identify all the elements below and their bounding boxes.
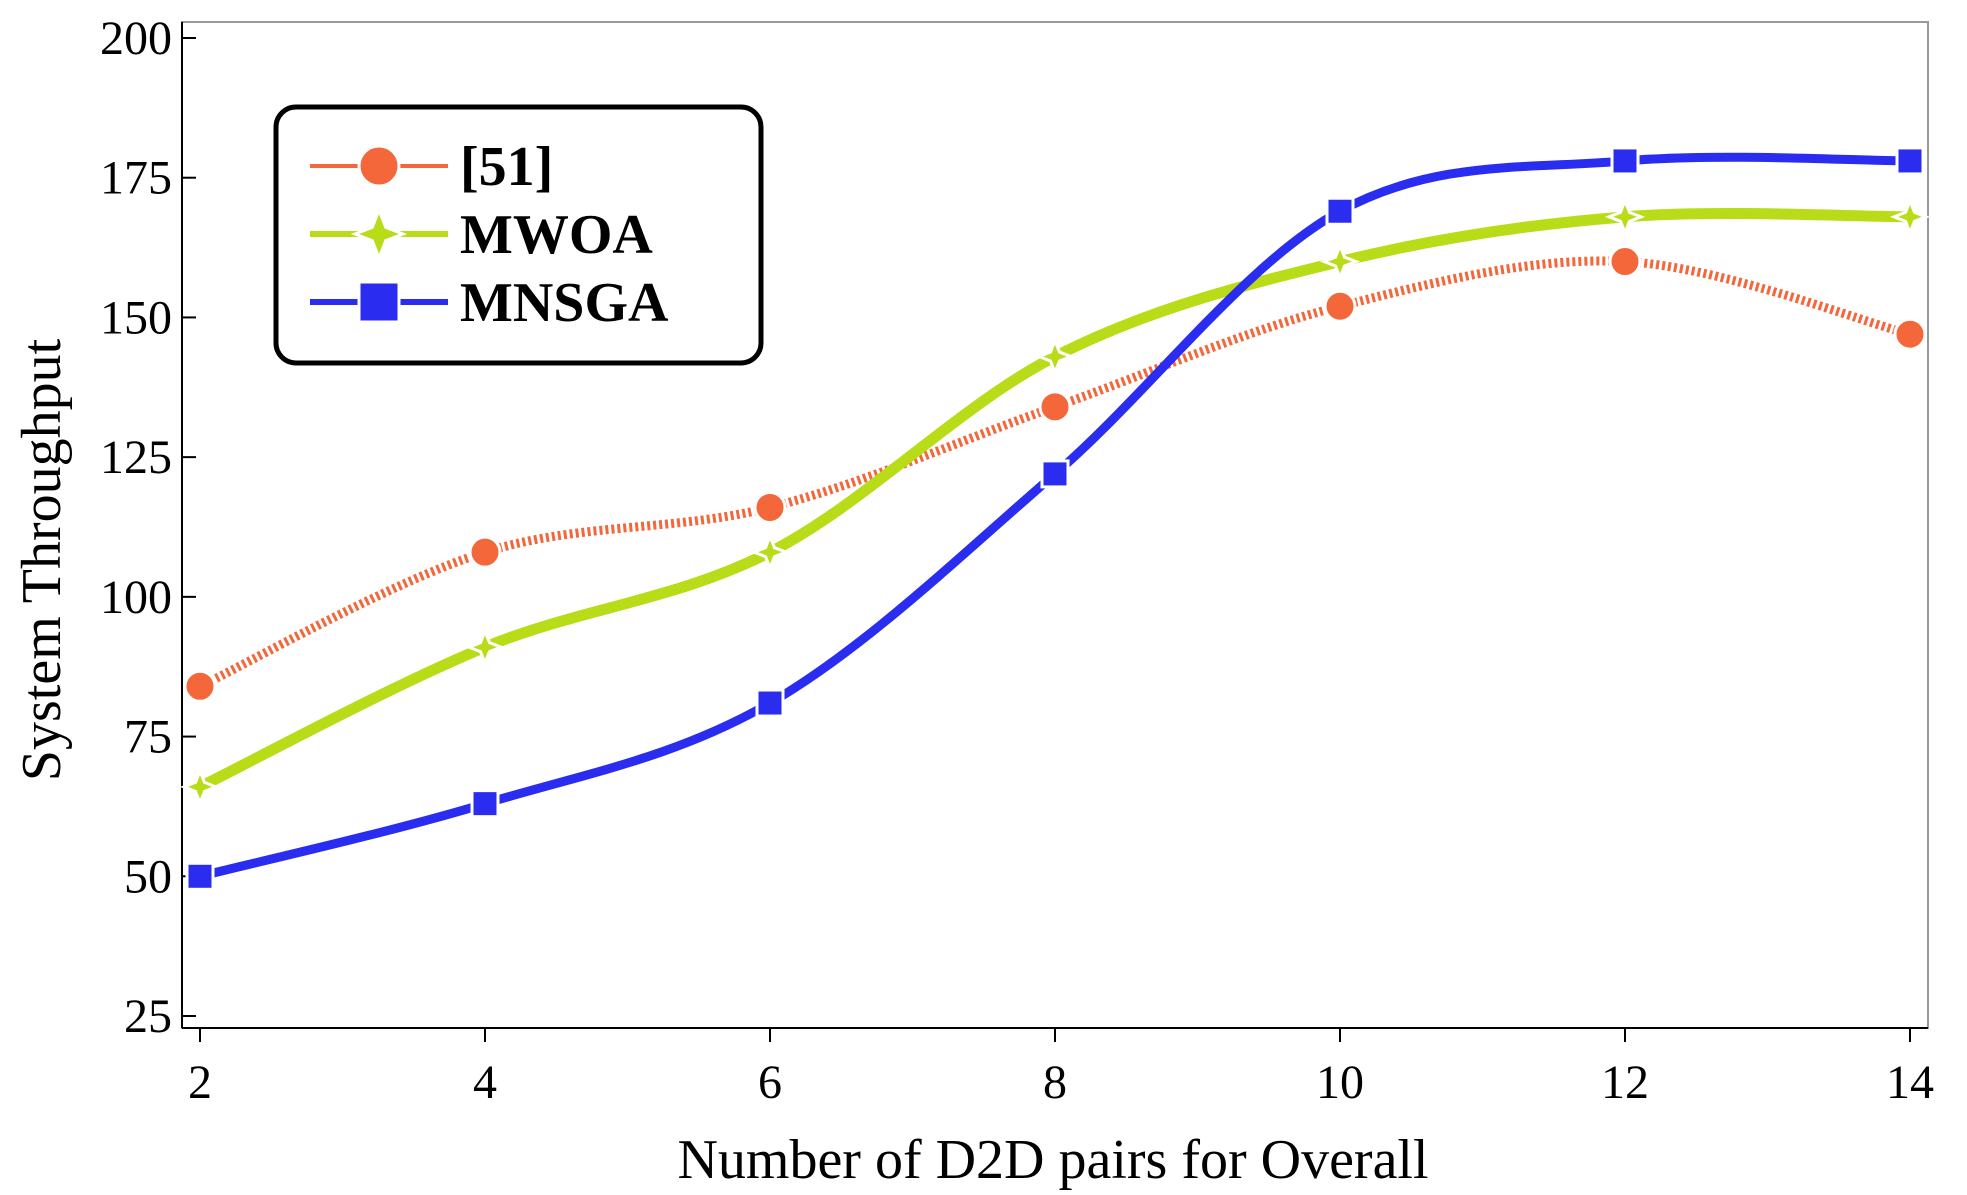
series-layer <box>179 146 1931 891</box>
y-tick-label: 150 <box>100 291 172 344</box>
legend-label-mwoa: MWOA <box>460 204 653 266</box>
data-point-mnsga <box>1325 196 1355 226</box>
x-tick-label: 6 <box>758 1056 782 1109</box>
x-tick-label: 2 <box>188 1056 212 1109</box>
data-point-ref51 <box>1323 289 1357 323</box>
data-point-mnsga <box>1610 146 1640 176</box>
axes: 25 50 75 100 125 150 175 200 2 4 6 8 10 12 14 <box>100 12 1934 1109</box>
data-point-ref51 <box>1608 245 1642 279</box>
data-point-ref51 <box>183 669 217 703</box>
data-point-mnsga <box>1895 146 1925 176</box>
data-point-mwoa <box>1319 241 1361 282</box>
data-point-mnsga <box>185 861 215 891</box>
data-point-mnsga <box>470 789 500 819</box>
y-axis-title: System Throughput <box>11 338 73 781</box>
y-tick-label: 100 <box>100 571 172 624</box>
data-point-mwoa <box>749 532 791 573</box>
y-tick-label: 75 <box>124 711 172 764</box>
data-point-ref51 <box>1893 317 1927 351</box>
x-tick-label: 10 <box>1316 1056 1364 1109</box>
x-tick-label: 12 <box>1601 1056 1649 1109</box>
y-tick-label: 25 <box>124 990 172 1043</box>
legend-label-mnsga: MNSGA <box>460 272 669 334</box>
legend-marker-mwoa <box>350 205 408 263</box>
data-point-mwoa <box>1034 336 1076 377</box>
data-point-mnsga <box>1040 459 1070 489</box>
x-tick-label: 8 <box>1043 1056 1067 1109</box>
legend-label-ref51: [51] <box>460 136 553 198</box>
x-tick-label: 14 <box>1886 1056 1934 1109</box>
data-point-mnsga <box>755 688 785 718</box>
data-point-mwoa <box>1604 196 1646 237</box>
y-tick-label: 200 <box>100 12 172 65</box>
series-ref51 <box>183 245 1927 703</box>
data-point-ref51 <box>753 490 787 524</box>
data-point-mwoa <box>1889 196 1931 237</box>
x-tick-label: 4 <box>473 1056 497 1109</box>
x-axis-title: Number of D2D pairs for Overall <box>677 1129 1428 1191</box>
legend-marker-ref51 <box>357 144 401 188</box>
data-point-mwoa <box>179 766 221 808</box>
data-point-ref51 <box>1038 390 1072 424</box>
y-tick-label: 125 <box>100 431 172 484</box>
legend-marker-mnsga <box>357 280 401 324</box>
data-point-ref51 <box>468 535 502 569</box>
series-mwoa <box>179 196 1931 808</box>
series-mnsga <box>185 146 1925 891</box>
y-tick-label: 50 <box>124 850 172 903</box>
data-point-mwoa <box>464 627 506 668</box>
y-tick-label: 175 <box>100 152 172 205</box>
